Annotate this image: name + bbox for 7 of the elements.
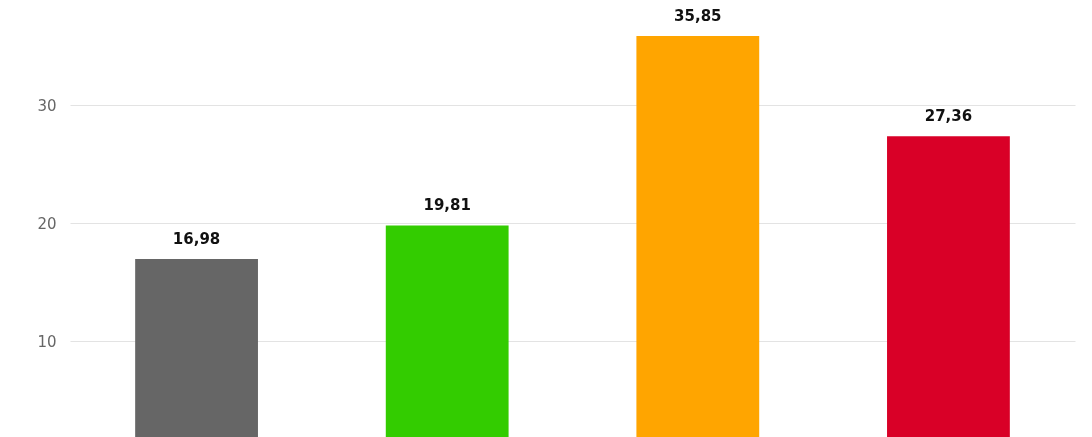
data-label: 35,85 [674, 7, 722, 26]
y-tick-label: 30 [37, 96, 57, 115]
data-label: 16,98 [172, 229, 221, 248]
data-label: 27,36 [924, 107, 973, 126]
data-label: 19,81 [423, 196, 471, 215]
y-tick-label: 20 [37, 214, 57, 233]
y-tick-label: 10 [37, 332, 57, 351]
